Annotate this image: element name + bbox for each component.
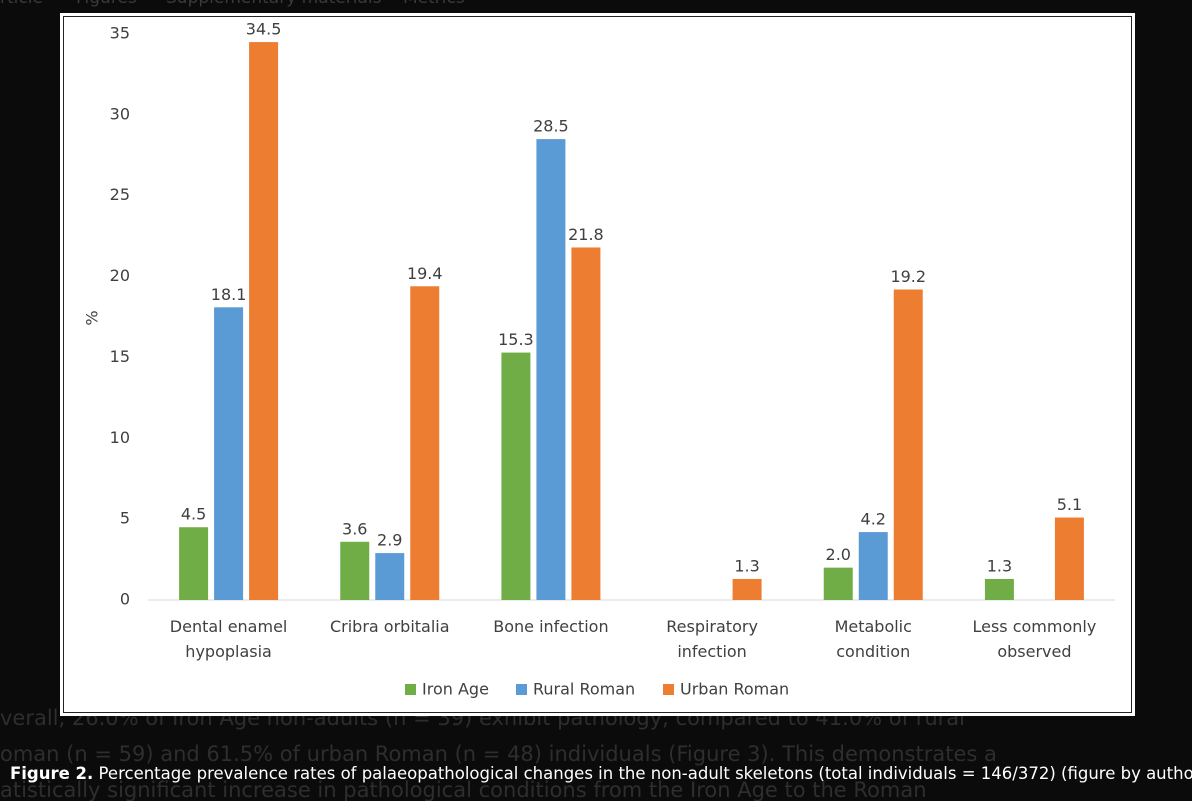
data-label: 2.0: [826, 545, 851, 564]
y-tick-label: 0: [120, 590, 130, 609]
data-label: 4.5: [181, 505, 206, 524]
bar: [823, 567, 853, 600]
x-tick-label: Less commonly observed: [972, 617, 1097, 661]
bar: [214, 307, 244, 600]
bar: [501, 352, 531, 600]
bar: [732, 578, 762, 600]
bar: [893, 289, 923, 600]
data-label: 4.2: [861, 510, 886, 529]
x-tick-label: Metabolic condition: [834, 617, 912, 661]
bar: [249, 42, 279, 601]
data-label: 18.1: [211, 285, 247, 304]
data-label: 21.8: [568, 225, 604, 244]
figure-caption: Figure 2. Percentage prevalence rates of…: [10, 764, 1192, 783]
y-tick-label: 25: [110, 185, 130, 204]
nav-tab[interactable]: Metrics: [403, 0, 465, 8]
bar: [858, 532, 888, 600]
caption-text: Percentage prevalence rates of palaeopat…: [93, 764, 1192, 783]
data-label: 19.2: [890, 267, 926, 286]
article-text: oman (n = 59) and 61.5% of urban Roman (…: [0, 742, 997, 766]
bar: [410, 286, 440, 600]
y-tick-label: 15: [110, 347, 130, 366]
bar: [536, 139, 566, 600]
bar: [984, 578, 1014, 600]
y-tick-label: 20: [110, 266, 130, 285]
x-tick-label: Dental enamel hypoplasia: [169, 617, 288, 661]
legend-swatch: [663, 684, 674, 695]
bar: [1054, 517, 1084, 600]
x-tick-label: Bone infection: [493, 617, 609, 636]
nav-tab[interactable]: Figures: [76, 0, 137, 8]
data-label: 5.1: [1057, 495, 1082, 514]
data-label: 15.3: [498, 330, 534, 349]
y-tick-label: 35: [110, 24, 130, 43]
bar: [571, 247, 601, 600]
bar: [340, 541, 370, 600]
data-label: 1.3: [987, 556, 1012, 575]
caption-label: Figure 2.: [10, 764, 94, 783]
legend-swatch: [516, 684, 527, 695]
data-label: 2.9: [377, 531, 402, 550]
legend-label: Iron Age: [422, 680, 489, 699]
nav-tab[interactable]: rticle: [0, 0, 43, 8]
data-label: 1.3: [734, 556, 759, 575]
x-tick-label: Respiratory infection: [666, 617, 758, 661]
data-label: 28.5: [533, 117, 569, 136]
data-label: 3.6: [342, 519, 367, 538]
data-label: 19.4: [407, 264, 443, 283]
article-text: atistically significant increase in path…: [0, 778, 927, 801]
bar: [179, 527, 209, 600]
data-label: 34.5: [246, 20, 282, 39]
y-axis-label: %: [83, 310, 102, 325]
y-tick-label: 5: [120, 509, 130, 528]
y-tick-label: 30: [110, 104, 130, 123]
nav-tab[interactable]: Supplementary materials: [166, 0, 381, 8]
y-tick-label: 10: [110, 428, 130, 447]
x-tick-label: Cribra orbitalia: [329, 617, 450, 636]
legend-label: Urban Roman: [680, 680, 789, 699]
bar: [375, 553, 405, 600]
legend-swatch: [405, 684, 416, 695]
legend-label: Rural Roman: [533, 680, 635, 699]
